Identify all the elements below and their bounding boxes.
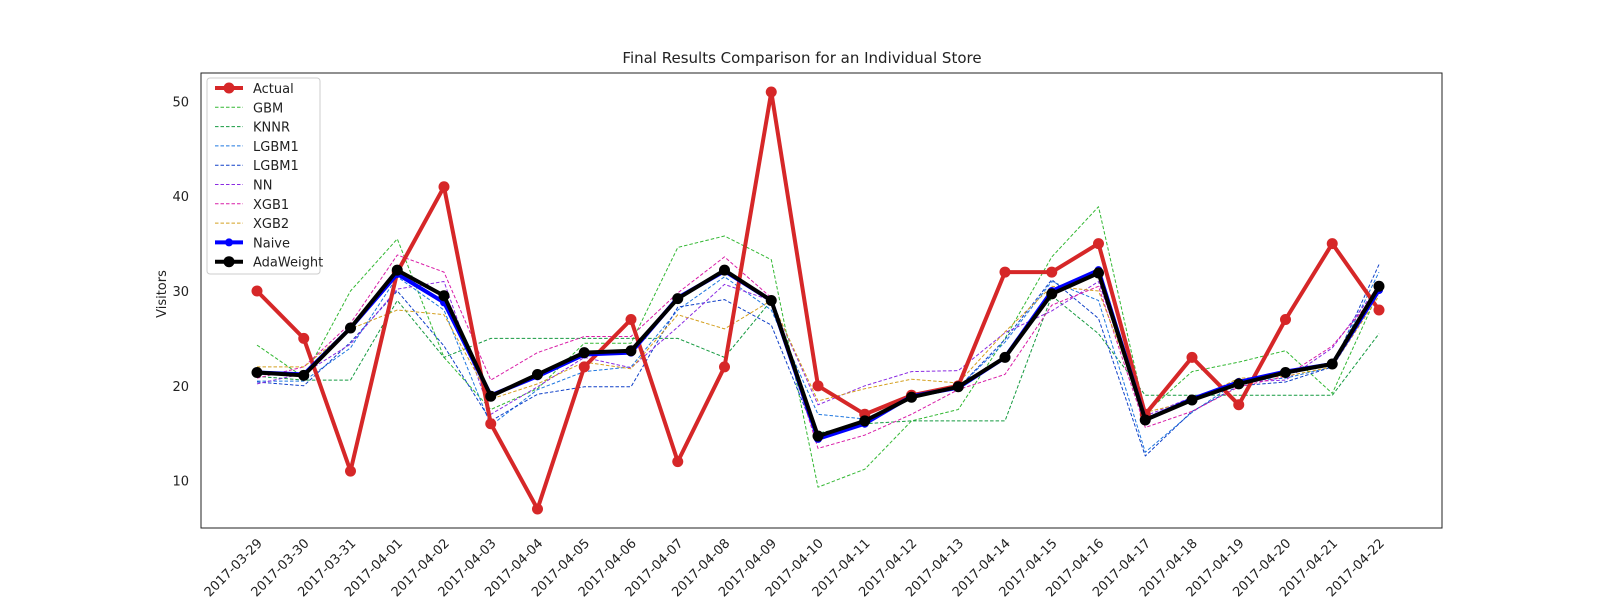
data-point — [485, 390, 497, 402]
legend-label: GBM — [253, 101, 283, 116]
data-point — [719, 361, 730, 373]
data-point — [1186, 394, 1198, 406]
y-tick-label: 40 — [172, 190, 189, 205]
data-point — [251, 285, 263, 297]
legend-label: AdaWeight — [253, 256, 323, 271]
data-point — [532, 503, 543, 515]
data-point — [532, 368, 543, 380]
data-point — [1280, 367, 1291, 379]
data-point — [1233, 399, 1245, 411]
data-point — [1046, 266, 1058, 278]
legend-label: XGB1 — [253, 198, 289, 213]
data-point — [999, 266, 1011, 278]
data-point — [1280, 313, 1291, 325]
data-point — [765, 86, 777, 98]
data-point — [672, 456, 684, 468]
legend: Actual GBM KNNR LGBM1 LGBM1 NN XGB1 XGB2 Naive Ad… — [206, 77, 323, 275]
legend-marker — [223, 256, 235, 268]
data-point — [298, 332, 310, 344]
data-point — [1046, 288, 1058, 300]
series-line — [257, 271, 1380, 453]
legend-label: Naive — [253, 236, 290, 251]
data-point — [438, 181, 450, 193]
legend-item: XGB1 — [215, 198, 289, 213]
data-point — [1326, 358, 1338, 370]
legend-item: KNNR — [215, 121, 290, 136]
legend-item: LGBM1 — [215, 159, 299, 174]
legend-marker — [223, 82, 235, 94]
y-axis-ticks: 10 20 30 40 50 — [172, 95, 189, 489]
legend-item: NN — [215, 179, 272, 194]
data-point — [625, 345, 637, 357]
data-point — [578, 361, 590, 373]
series-adaweight — [251, 264, 1385, 442]
legend-label: KNNR — [253, 121, 290, 136]
series-xgb2 — [257, 285, 1380, 413]
series-lgbm1 — [257, 271, 1380, 453]
data-point — [906, 391, 917, 403]
data-point — [578, 347, 590, 359]
legend-label: Actual — [253, 82, 294, 97]
legend-box — [206, 77, 321, 275]
data-point — [765, 295, 777, 306]
data-point — [1326, 238, 1338, 250]
data-point — [391, 264, 403, 276]
legend-label: NN — [253, 179, 272, 194]
legend-item: GBM — [215, 101, 283, 116]
data-point — [672, 293, 684, 305]
plot-area-frame — [200, 72, 1443, 529]
data-point — [1093, 267, 1104, 279]
legend-item: Actual — [215, 82, 294, 97]
chart-title: Final Results Comparison for an Individu… — [622, 49, 981, 67]
legend-label: LGBM1 — [253, 140, 299, 155]
data-point — [952, 381, 964, 393]
data-point — [251, 367, 263, 379]
data-point — [1373, 304, 1385, 316]
data-point — [859, 415, 871, 427]
data-point — [1373, 280, 1385, 292]
data-point — [345, 322, 356, 334]
y-tick-label: 20 — [172, 380, 189, 395]
y-tick-label: 30 — [172, 285, 189, 300]
legend-item: LGBM1 — [215, 140, 299, 155]
series-line — [257, 285, 1380, 413]
legend-marker — [225, 238, 233, 247]
data-point — [485, 418, 497, 430]
data-point — [625, 313, 637, 325]
legend-item: AdaWeight — [215, 256, 323, 271]
legend-item: XGB2 — [215, 217, 289, 232]
data-point — [1186, 351, 1198, 363]
data-point — [1139, 414, 1151, 426]
plot-series — [251, 86, 1385, 515]
data-point — [719, 264, 730, 276]
legend-label: LGBM1 — [253, 159, 299, 174]
data-point — [345, 465, 356, 477]
data-point — [812, 380, 824, 392]
legend-label: XGB2 — [253, 217, 289, 232]
y-axis-label: Visitors — [155, 270, 170, 318]
y-tick-label: 10 — [172, 475, 189, 490]
data-point — [1093, 238, 1104, 250]
data-point — [1233, 378, 1245, 390]
legend-item: Naive — [215, 236, 290, 251]
y-tick-label: 50 — [172, 95, 189, 110]
data-point — [812, 430, 824, 442]
data-point — [999, 351, 1011, 363]
data-point — [298, 369, 310, 381]
data-point — [438, 290, 450, 302]
series-xgb1 — [256, 254, 1380, 449]
series-line — [256, 254, 1380, 449]
